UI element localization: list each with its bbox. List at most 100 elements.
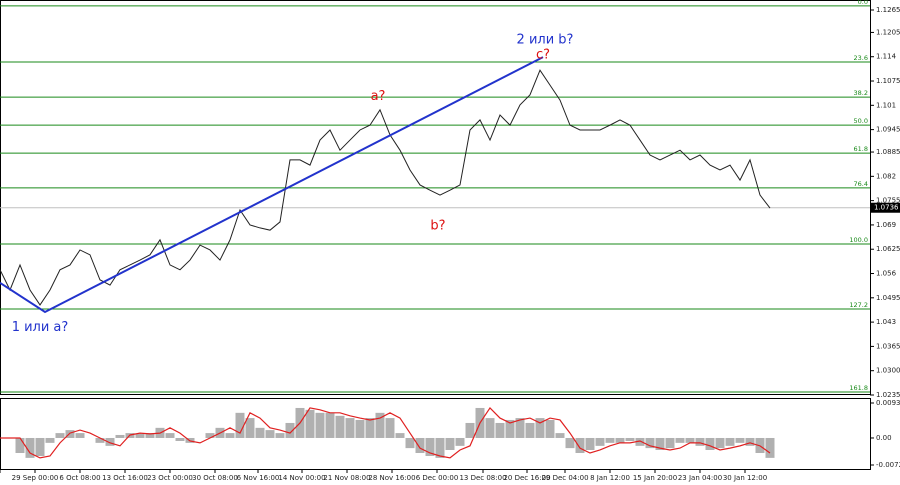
histogram-bar (375, 412, 385, 438)
histogram-bar (545, 419, 555, 438)
x-tick-label: 6 Dec 00:00 (416, 474, 459, 482)
histogram-bar (395, 433, 405, 438)
histogram-bar (35, 437, 45, 456)
y-tick-label: 1.0495 (876, 294, 900, 302)
histogram-bar (255, 427, 265, 438)
fib-label: 23.6 (854, 54, 868, 62)
histogram-bar (15, 437, 25, 453)
x-tick-label: 30 Oct 08:00 (192, 474, 238, 482)
histogram-bar (325, 412, 335, 438)
y-tick-label: 0.00 (876, 434, 892, 442)
histogram-bar (315, 412, 325, 438)
x-tick-label: 13 Oct 16:00 (102, 474, 148, 482)
histogram-bar (615, 437, 625, 443)
x-tick-label: 13 Dec 08:00 (459, 474, 506, 482)
x-tick-label: 14 Nov 00:00 (278, 474, 325, 482)
x-tick-label: 29 Sep 00:00 (12, 474, 59, 482)
y-tick-label: 1.0755 (876, 197, 900, 205)
histogram-bar (705, 437, 715, 450)
histogram-bar (145, 433, 155, 438)
fib-label: 50.0 (854, 117, 868, 125)
histogram-bar (735, 437, 745, 443)
histogram-bar (265, 430, 275, 438)
fib-label: 76.4 (854, 180, 868, 188)
histogram-bar (245, 418, 255, 438)
x-tick-label: 6 Oct 08:00 (59, 474, 100, 482)
histogram-bar (715, 437, 725, 449)
histogram-bar (645, 437, 655, 449)
x-tick-label: 23 Oct 00:00 (147, 474, 193, 482)
y-tick-label: 1.0300 (876, 367, 900, 375)
histogram-bar (725, 437, 735, 446)
histogram-bar (165, 433, 175, 438)
last-price-box (871, 202, 900, 213)
fib-label: 161.8 (849, 384, 868, 392)
histogram-bar (105, 437, 115, 446)
price-line (0, 69, 771, 306)
x-tick-label: 21 Nov 08:00 (323, 474, 370, 482)
histogram-bar (115, 434, 125, 438)
histogram-bar (365, 418, 375, 438)
histogram-bar (635, 437, 645, 446)
histogram-bar (345, 418, 355, 438)
signal-line (0, 407, 771, 459)
histogram-bar (585, 437, 595, 450)
histogram-bar (135, 433, 145, 438)
histogram-bar (605, 437, 615, 443)
histogram-bar (75, 433, 85, 438)
histogram-bar (765, 437, 775, 458)
wave-label: b? (430, 219, 445, 234)
y-tick-label: 1.1265 (876, 6, 900, 14)
y-tick-label: 0.00932 (876, 399, 900, 407)
x-tick-label: 20 Dec 16:00 (503, 474, 550, 482)
x-tick-label: 8 Jan 12:00 (590, 474, 630, 482)
histogram-bar (495, 422, 505, 438)
y-tick-label: 1.0945 (876, 126, 900, 134)
fib-label: 0.0 (858, 0, 868, 6)
wave-label: 1 или a? (12, 320, 69, 335)
histogram-bar (425, 437, 435, 456)
histogram-bar (205, 433, 215, 438)
histogram-bar (485, 418, 495, 438)
x-tick-label: 30 Jan 12:00 (723, 474, 767, 482)
x-tick-label: 23 Jan 04:00 (678, 474, 722, 482)
x-tick-label: 28 Nov 16:00 (368, 474, 415, 482)
y-tick-label: 1.0365 (876, 342, 900, 350)
histogram-bar (415, 437, 425, 453)
histogram-bar (225, 433, 235, 438)
fib-label: 127.2 (849, 301, 868, 309)
histogram-bar (745, 437, 755, 446)
histogram-bar (335, 415, 345, 438)
y-tick-label: 1.114 (876, 53, 897, 61)
x-tick-label: 15 Jan 20:00 (633, 474, 677, 482)
y-tick-label: 1.0885 (876, 148, 900, 156)
fib-label: 61.8 (854, 145, 868, 153)
y-tick-label: 1.043 (876, 318, 896, 326)
histogram-bar (25, 437, 35, 458)
wave-line (0, 56, 544, 314)
fib-label: 38.2 (854, 89, 868, 97)
histogram-bar (175, 437, 185, 441)
price-panel (0, 0, 871, 395)
histogram-bar (565, 437, 575, 449)
x-tick-label: 6 Nov 16:00 (237, 474, 280, 482)
histogram-bar (665, 437, 675, 449)
histogram-bar (555, 433, 565, 438)
histogram-bar (595, 437, 605, 446)
histogram-bar (465, 422, 475, 438)
wave-label: 2 или b? (517, 32, 574, 47)
histogram-bar (95, 437, 105, 443)
last-price-label: 1.0736 (874, 204, 899, 212)
histogram-bar (655, 437, 665, 450)
histogram-bar (445, 437, 455, 450)
y-tick-label: 1.082 (876, 172, 896, 180)
histogram-bar (65, 430, 75, 438)
histogram-bar (55, 433, 65, 438)
histogram-bar (385, 418, 395, 438)
y-tick-label: 1.0625 (876, 245, 900, 253)
histogram-bar (355, 419, 365, 438)
histogram-bar (535, 418, 545, 438)
